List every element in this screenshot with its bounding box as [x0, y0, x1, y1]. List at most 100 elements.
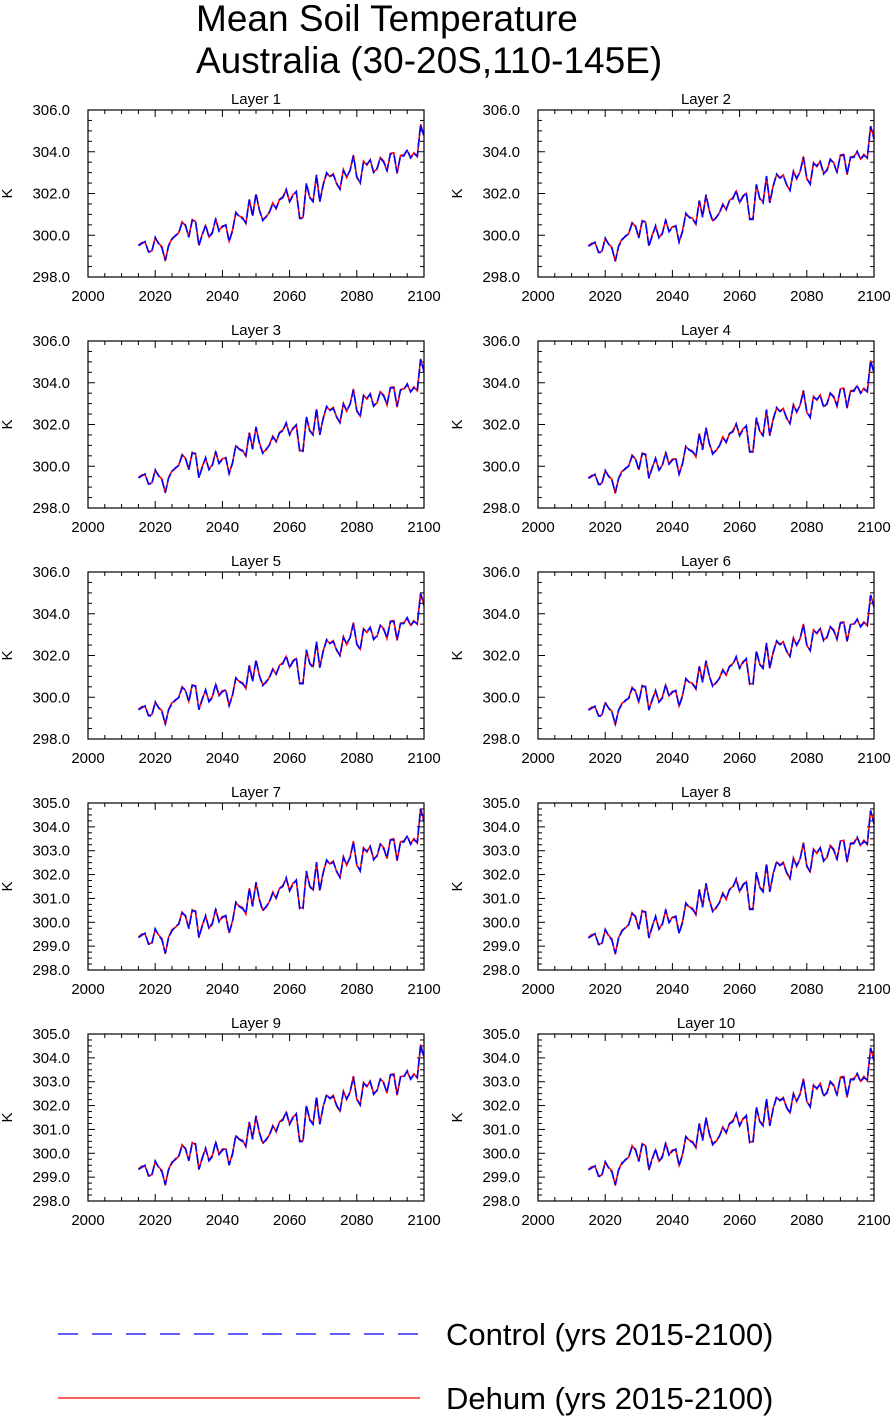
y-tick-label: 298.0: [482, 731, 520, 748]
y-tick-label: 300.0: [32, 458, 70, 475]
x-tick-label: 2080: [790, 981, 823, 998]
y-tick-label: 299.0: [32, 1169, 70, 1186]
x-tick-label: 2060: [723, 981, 756, 998]
panel-8: Layer 8 K 2000 2020 2040 2060 2080 2100 298.0 299…: [449, 784, 891, 998]
panel-title: Layer 7: [231, 784, 281, 801]
y-axis-label: K: [0, 188, 16, 198]
y-tick-label: 306.0: [32, 564, 70, 581]
series-line-control: [137, 359, 425, 493]
series-line-control: [137, 124, 425, 261]
x-tick-label: 2020: [589, 288, 622, 305]
plot-frame: [537, 1033, 875, 1202]
x-tick-label: 2020: [589, 981, 622, 998]
panel-title: Layer 9: [231, 1015, 281, 1032]
x-tick-label: 2060: [273, 1212, 306, 1229]
y-tick-label: 300.0: [482, 227, 520, 244]
series-line-control: [587, 1047, 875, 1185]
y-tick-label: 301.0: [32, 890, 70, 907]
chart-title-line2: Australia (30-20S,110-145E): [196, 40, 663, 81]
y-tick-label: 303.0: [482, 1074, 520, 1091]
y-tick-label: 306.0: [482, 102, 520, 119]
x-tick-label: 2040: [656, 519, 689, 536]
x-tick-label: 2000: [521, 1212, 554, 1229]
x-tick-label: 2020: [139, 981, 172, 998]
y-tick-label: 302.0: [32, 1098, 70, 1115]
panel-title: Layer 5: [231, 553, 281, 570]
y-tick-label: 303.0: [482, 843, 520, 860]
x-tick-label: 2000: [71, 750, 104, 767]
x-tick-label: 2000: [71, 981, 104, 998]
y-tick-label: 304.0: [482, 375, 520, 392]
x-tick-label: 2020: [589, 1212, 622, 1229]
x-tick-label: 2080: [790, 750, 823, 767]
x-tick-label: 2100: [407, 1212, 440, 1229]
y-axis-label: K: [0, 650, 16, 660]
panel-3: Layer 3 K 2000 2020 2040 2060 2080 2100 298.0 300…: [0, 322, 441, 536]
panel-title: Layer 1: [231, 91, 281, 108]
x-tick-label: 2020: [139, 519, 172, 536]
y-axis-label: K: [449, 881, 466, 891]
series-line-dehum: [587, 1047, 875, 1186]
x-tick-label: 2060: [273, 750, 306, 767]
panel-6: Layer 6 K 2000 2020 2040 2060 2080 2100 298.0 300…: [449, 553, 891, 767]
plot-frame: [537, 340, 875, 509]
x-tick-label: 2080: [790, 1212, 823, 1229]
panel-title: Layer 8: [681, 784, 731, 801]
y-tick-label: 298.0: [482, 500, 520, 517]
x-tick-label: 2060: [273, 981, 306, 998]
panel-title: Layer 6: [681, 553, 731, 570]
x-tick-label: 2080: [340, 750, 373, 767]
y-tick-label: 304.0: [482, 1050, 520, 1067]
x-tick-label: 2060: [723, 519, 756, 536]
y-axis-label: K: [0, 881, 16, 891]
x-tick-label: 2080: [340, 288, 373, 305]
y-tick-label: 304.0: [32, 819, 70, 836]
y-tick-label: 305.0: [32, 1026, 70, 1043]
x-tick-label: 2040: [206, 288, 239, 305]
legend-label-dehum: Dehum (yrs 2015-2100): [446, 1381, 773, 1416]
x-tick-label: 2040: [656, 981, 689, 998]
y-tick-label: 302.0: [32, 867, 70, 884]
series-line-dehum: [137, 592, 425, 725]
series-line-dehum: [587, 594, 875, 726]
x-tick-label: 2100: [407, 750, 440, 767]
x-tick-label: 2100: [857, 519, 890, 536]
y-tick-label: 302.0: [482, 648, 520, 665]
x-tick-label: 2040: [656, 750, 689, 767]
x-tick-label: 2100: [857, 750, 890, 767]
legend: Control (yrs 2015-2100) Dehum (yrs 2015-2…: [58, 1317, 773, 1416]
y-axis-label: K: [449, 188, 466, 198]
y-tick-label: 299.0: [482, 938, 520, 955]
y-tick-label: 306.0: [482, 564, 520, 581]
y-tick-label: 303.0: [32, 1074, 70, 1091]
y-tick-label: 304.0: [32, 375, 70, 392]
x-tick-label: 2000: [521, 750, 554, 767]
y-tick-label: 298.0: [32, 731, 70, 748]
y-tick-label: 302.0: [32, 186, 70, 203]
plot-frame: [87, 340, 425, 509]
x-tick-label: 2000: [71, 288, 104, 305]
x-tick-label: 2020: [589, 750, 622, 767]
panel-7: Layer 7 K 2000 2020 2040 2060 2080 2100 298.0 299…: [0, 784, 441, 998]
y-tick-label: 302.0: [482, 186, 520, 203]
x-tick-label: 2060: [273, 288, 306, 305]
series-line-control: [137, 1044, 425, 1185]
y-tick-label: 304.0: [482, 144, 520, 161]
series-line-control: [587, 360, 875, 493]
x-tick-label: 2040: [656, 1212, 689, 1229]
plot-frame: [87, 571, 425, 740]
series-line-dehum: [587, 810, 875, 955]
y-tick-label: 306.0: [482, 333, 520, 350]
y-axis-label: K: [449, 1112, 466, 1122]
chart-title-line1: Mean Soil Temperature: [196, 0, 578, 39]
y-tick-label: 300.0: [482, 689, 520, 706]
y-tick-label: 305.0: [482, 1026, 520, 1043]
x-tick-label: 2100: [407, 288, 440, 305]
x-tick-label: 2080: [790, 519, 823, 536]
panel-2: Layer 2 K 2000 2020 2040 2060 2080 2100 298.0 300…: [449, 91, 891, 305]
y-axis-label: K: [0, 419, 16, 429]
y-tick-label: 298.0: [32, 1193, 70, 1210]
panel-9: Layer 9 K 2000 2020 2040 2060 2080 2100 298.0 299…: [0, 1015, 441, 1229]
x-tick-label: 2000: [71, 1212, 104, 1229]
y-tick-label: 302.0: [482, 1098, 520, 1115]
